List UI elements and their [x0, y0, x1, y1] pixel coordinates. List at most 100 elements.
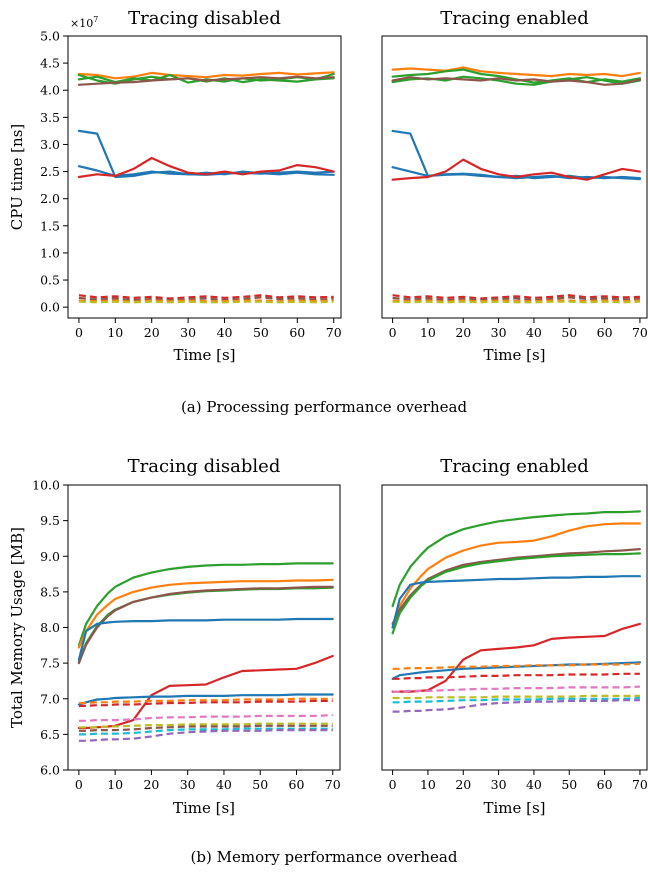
x-tick-label: 20: [144, 325, 160, 340]
series-line-6: [77, 693, 334, 706]
y-tick-label: 3.0: [40, 137, 60, 152]
y-tick-label: 0.0: [40, 300, 60, 315]
series-line-11: [392, 696, 640, 704]
x-tick-label: 70: [632, 777, 648, 792]
panel-title-cpu-tracing-enabled: Tracing enabled: [440, 8, 588, 29]
y-tick-label: 8.0: [40, 620, 60, 635]
x-tick-label: 30: [491, 325, 507, 340]
y-tick-label: 7.5: [40, 656, 60, 671]
x-tick-label: 30: [180, 325, 196, 340]
panel-3: 0 10 20 30 40 50 60 70: [381, 484, 648, 792]
series-line-3: [391, 552, 642, 635]
x-tick-label: 50: [561, 777, 577, 792]
series-line-4: [391, 129, 642, 180]
series-line-12: [392, 699, 640, 713]
x-tick-label: 30: [491, 777, 507, 792]
x-tick-label: 0: [75, 325, 83, 340]
caption-processing: (a) Processing performance overhead: [181, 398, 468, 416]
y-tick-label: 8.5: [40, 584, 60, 599]
y-tick-label: 1.5: [40, 218, 60, 233]
y-tick-label: 4.5: [40, 56, 60, 71]
y-axis-label-memory: Total Memory Usage [MB]: [8, 527, 26, 728]
y-tick-label: 3.5: [40, 110, 60, 125]
y-tick-label: 2.5: [40, 164, 60, 179]
x-tick-label: 30: [180, 777, 196, 792]
series-group: [77, 562, 334, 742]
x-tick-label: 40: [217, 325, 233, 340]
series-line-3: [77, 75, 335, 86]
panel-title-cpu-tracing-disabled: Tracing disabled: [128, 8, 281, 29]
x-axis-label-cpu-disabled: Time [s]: [173, 346, 235, 364]
series-line-0: [77, 562, 334, 647]
y-tick-label: 9.5: [40, 513, 60, 528]
plot-frame: [381, 35, 648, 319]
x-tick-label: 0: [389, 777, 397, 792]
y-tick-label: 0.5: [40, 273, 60, 288]
y-axis-multiplier: ×107: [70, 15, 98, 30]
x-tick-label: 0: [389, 325, 397, 340]
x-tick-label: 10: [420, 325, 436, 340]
series-line-0: [391, 66, 642, 78]
series-line-13: [78, 728, 333, 742]
series-line-4: [77, 617, 334, 661]
x-tick-label: 60: [289, 777, 305, 792]
x-tick-label: 70: [326, 325, 342, 340]
panel-title-mem-tracing-enabled: Tracing enabled: [440, 456, 588, 477]
x-tick-label: 10: [420, 777, 436, 792]
x-axis-label-mem-enabled: Time [s]: [483, 799, 545, 817]
plot-frame: [381, 484, 648, 771]
x-axis-label-mem-disabled: Time [s]: [173, 799, 235, 817]
y-tick-label: 4.0: [40, 83, 60, 98]
panel-2: 0 10 20 30 40 50 60 70 6.0 6.5 7.0 7.5 8.0 8.5 9.0 9.5 1…: [32, 478, 341, 793]
panel-1: 0 10 20 30 40 50 60 70: [381, 35, 648, 340]
x-tick-label: 40: [526, 777, 542, 792]
series-line-3: [391, 76, 642, 86]
series-group: [391, 510, 642, 713]
panel-title-mem-tracing-disabled: Tracing disabled: [128, 456, 281, 477]
x-tick-label: 10: [107, 777, 123, 792]
x-tick-label: 20: [455, 777, 471, 792]
series-line-7: [392, 294, 640, 300]
y-tick-label: 6.0: [40, 763, 60, 778]
series-line-5: [391, 622, 642, 693]
series-line-1: [391, 522, 642, 629]
series-group: [77, 71, 335, 304]
series-line-12: [78, 727, 333, 736]
x-tick-label: 40: [216, 777, 232, 792]
y-tick-label: 10.0: [32, 478, 60, 493]
x-tick-label: 50: [253, 325, 269, 340]
x-tick-label: 20: [455, 325, 471, 340]
series-line-2: [391, 547, 642, 626]
series-line-7: [392, 662, 640, 670]
series-group: [391, 66, 642, 304]
x-tick-label: 70: [632, 325, 648, 340]
x-tick-label: 60: [597, 325, 613, 340]
series-line-6: [391, 158, 642, 181]
series-line-9: [392, 685, 640, 693]
y-tick-label: 6.5: [40, 727, 60, 742]
series-line-8: [392, 672, 640, 680]
series-line-11: [78, 724, 333, 732]
y-tick-label: 1.0: [40, 245, 60, 260]
y-tick-label: 9.0: [40, 549, 60, 564]
series-line-7: [78, 697, 333, 705]
x-axis-label-cpu-enabled: Time [s]: [483, 346, 545, 364]
series-line-4: [77, 129, 335, 179]
x-tick-label: 40: [526, 325, 542, 340]
x-tick-label: 60: [289, 325, 305, 340]
series-line-6: [77, 156, 335, 179]
series-line-8: [392, 296, 640, 302]
y-tick-label: 2.0: [40, 191, 60, 206]
y-axis-label-cpu: CPU time [ns]: [8, 124, 26, 230]
x-tick-label: 50: [252, 777, 268, 792]
x-tick-label: 0: [75, 777, 83, 792]
series-line-1: [77, 578, 334, 649]
series-line-10: [392, 694, 640, 700]
x-tick-label: 20: [143, 777, 159, 792]
series-line-0: [77, 71, 335, 80]
series-line-7: [78, 294, 334, 300]
series-line-10: [78, 722, 333, 729]
plot-panels: 0 10 20 30 40 50 60 70 0.0 0.5 1.0 1.5 2.0 2.5 3.0 3.5 4…: [32, 29, 648, 793]
series-line-9: [78, 714, 333, 722]
